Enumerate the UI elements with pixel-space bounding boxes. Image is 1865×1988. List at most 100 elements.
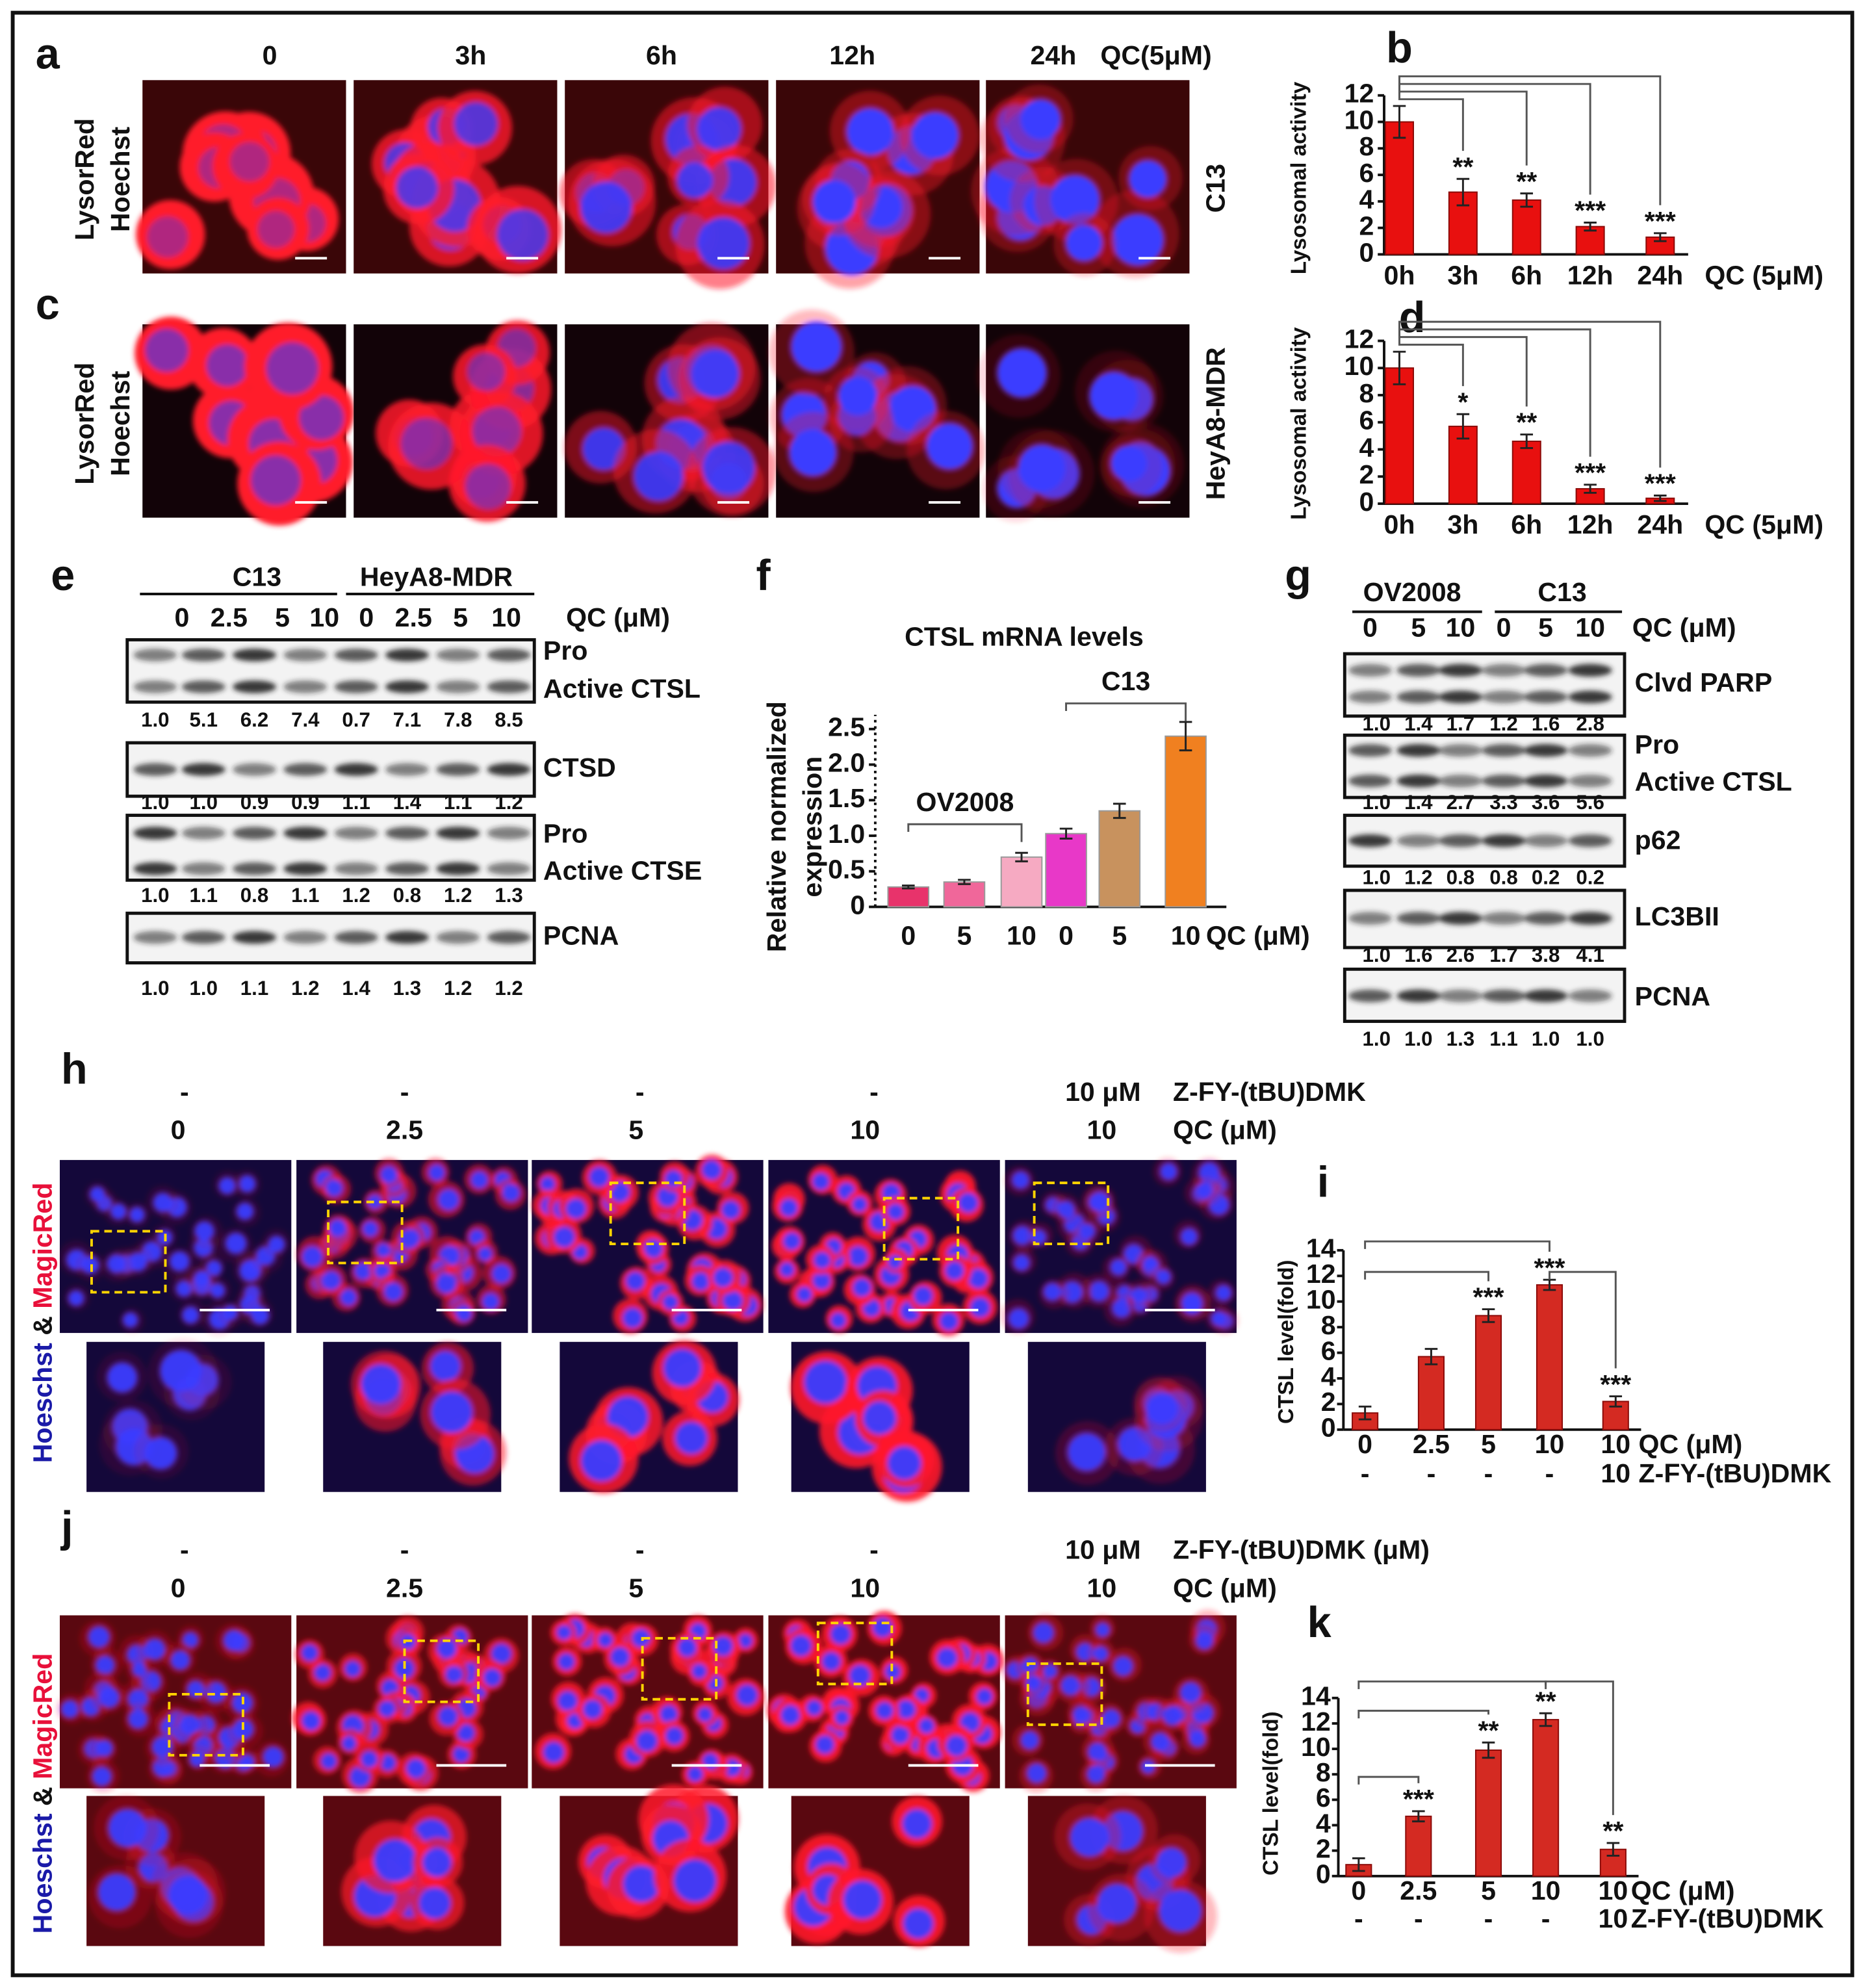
y-tick-label: 0 <box>850 890 865 920</box>
cell-nucleus <box>884 1663 901 1680</box>
cells <box>291 1616 519 1794</box>
micrograph <box>769 309 986 518</box>
cell-nucleus <box>589 1167 610 1187</box>
cells <box>578 1784 739 1919</box>
cell-nucleus <box>238 1175 256 1193</box>
quant-label: 1.6 <box>1404 944 1433 966</box>
inhibitor-label: - <box>180 1535 189 1565</box>
cell-nucleus <box>266 342 318 395</box>
cell-nucleus <box>1189 1730 1207 1748</box>
cells <box>771 1165 997 1336</box>
cell-nucleus <box>852 1278 871 1297</box>
micrograph <box>532 1154 764 1334</box>
cell-nucleus <box>483 1668 502 1687</box>
cell-nucleus <box>738 1633 753 1649</box>
cell-nucleus <box>1060 1675 1081 1696</box>
cell-nucleus <box>1012 1171 1030 1189</box>
inhibitor-label: - <box>636 1535 645 1565</box>
quant-label: 1.0 <box>141 791 170 814</box>
bar <box>943 881 986 908</box>
cell-nucleus <box>791 321 842 372</box>
cell-nucleus <box>926 422 973 470</box>
band <box>233 649 277 662</box>
band <box>283 827 328 840</box>
cell-nucleus <box>849 1664 871 1687</box>
cell-nucleus <box>821 1651 842 1672</box>
stain-label: LysorRed <box>70 118 99 240</box>
x-axis-label-2: Z-FY-(tBU)DMK <box>1639 1458 1832 1488</box>
panel-label: h <box>61 1045 88 1093</box>
cell-nucleus <box>107 1254 126 1274</box>
x-tick-label: 0 <box>901 920 916 950</box>
quant-label: 1.4 <box>342 977 370 1000</box>
cell-nucleus <box>399 1228 420 1249</box>
band <box>1438 690 1482 704</box>
cell-nucleus <box>361 1363 401 1404</box>
cell-nucleus <box>1101 1709 1121 1729</box>
band <box>1524 834 1568 847</box>
x-tick-label: 5 <box>1481 1429 1496 1459</box>
band <box>1568 664 1612 677</box>
bar <box>1511 441 1541 505</box>
quant-label: 1.2 <box>1404 866 1433 889</box>
cell-nucleus <box>958 1193 979 1213</box>
cell-nucleus <box>806 1699 823 1716</box>
y-tick-label: 12 <box>1301 1707 1331 1736</box>
band <box>385 827 429 840</box>
band <box>283 862 328 875</box>
cell-nucleus <box>168 1875 208 1915</box>
error-bar <box>1609 1395 1623 1408</box>
cell-nucleus <box>97 1873 136 1911</box>
significance: *** <box>1575 458 1606 487</box>
inhibitor-name: Z-FY-(tBU)DMK <box>1173 1077 1366 1107</box>
cell-nucleus <box>405 1758 426 1779</box>
band <box>385 763 429 776</box>
band <box>181 862 225 875</box>
significance: *** <box>1645 206 1676 236</box>
cell-nucleus <box>206 344 249 387</box>
cell-nucleus <box>223 1629 245 1651</box>
band <box>487 931 531 944</box>
x-tick-label-2: 10 <box>1599 1904 1628 1933</box>
blot-label: Active CTSL <box>1635 766 1792 796</box>
cell-nucleus <box>713 1636 734 1657</box>
error-bar <box>1456 413 1470 440</box>
cell-nucleus <box>834 1709 850 1725</box>
cell-nucleus <box>1128 160 1167 198</box>
cell-nucleus <box>1155 1269 1172 1285</box>
stain-part: Hoeschst <box>27 1813 57 1933</box>
cell-nucleus <box>691 1272 710 1291</box>
cells <box>784 1796 945 1947</box>
cell-nucleus <box>675 1421 708 1454</box>
cell-nucleus <box>1057 1200 1075 1219</box>
error-bar <box>1059 827 1073 840</box>
cell-nucleus <box>502 1183 521 1202</box>
y-tick-label: 10 <box>1344 351 1374 381</box>
cell-nucleus <box>194 1221 214 1241</box>
error-bar <box>1179 721 1192 752</box>
band <box>1524 774 1568 788</box>
cell-nucleus <box>186 1680 205 1699</box>
band <box>1482 989 1526 1003</box>
cell-nucleus <box>470 1170 489 1189</box>
lane-label: 0 <box>1363 613 1378 643</box>
blot-label: LC3BII <box>1635 901 1719 931</box>
panel-label: c <box>36 281 60 329</box>
cell-nucleus <box>903 1908 934 1939</box>
band <box>436 649 480 662</box>
x-tick-label: 0 <box>1357 1429 1372 1459</box>
y-tick-label: 1.5 <box>828 783 865 813</box>
quant-label: 1.4 <box>1404 712 1433 735</box>
band <box>1524 664 1568 677</box>
y-tick-label: 6 <box>1359 158 1374 188</box>
cell-nucleus <box>779 1262 795 1278</box>
cell-nucleus <box>465 463 511 510</box>
band <box>487 827 531 840</box>
band <box>233 827 277 840</box>
cell-nucleus <box>1012 1226 1032 1245</box>
band <box>436 827 480 840</box>
time-label: 0 <box>263 40 277 70</box>
quant-label: 1.0 <box>189 791 218 814</box>
bands <box>1348 989 1612 1003</box>
micrograph <box>291 1615 528 1794</box>
